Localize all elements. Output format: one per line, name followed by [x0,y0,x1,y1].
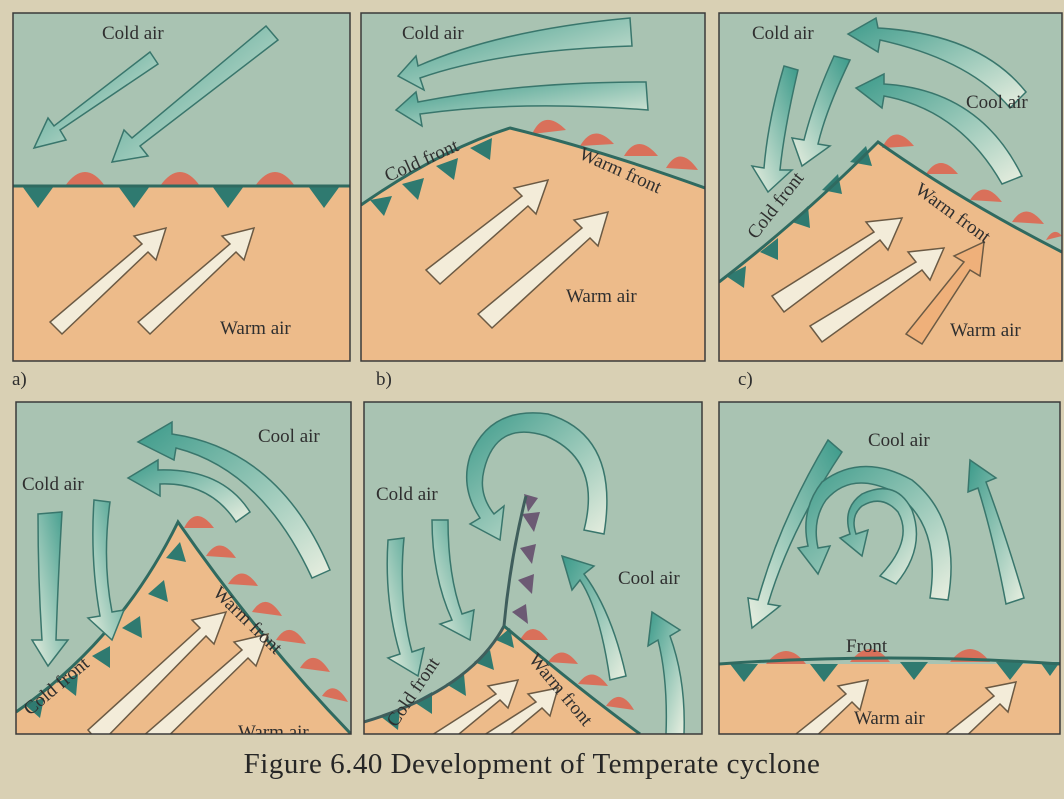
cold-air-label: Cold air [402,23,464,44]
warm-front-marker [532,119,698,170]
panel-a: Cold air Warm air [13,13,350,361]
panel-label: b) [376,369,392,390]
warm-air-arrow [48,226,168,336]
warm-front-marker [520,629,634,710]
warm-air-arrow [770,217,904,314]
cold-air-label: Cold air [22,474,84,495]
front-label: Front [846,636,888,657]
cool-air-label: Cool air [868,430,930,451]
warm-air-arrow [794,679,870,734]
cool-air-arrow [967,458,1025,605]
cool-air-arrow [136,420,331,579]
warm-air-arrow [144,632,270,734]
cold-air-arrow [86,499,126,642]
cool-air-arrow [854,72,1024,185]
cold-air-arrow [30,511,70,668]
cool-air-arrow [560,554,627,681]
cool-air-label: Cool air [258,426,320,447]
panel-c: Cold air Cool air Cold front Warm front … [719,13,1062,361]
cool-air-label: Cool air [966,92,1028,113]
cold-air-label: Cold air [752,23,814,44]
warm-air-arrow [904,240,985,346]
cold-air-arrow [110,24,280,163]
warm-air-arrow [484,687,560,734]
cold-front-marker [370,138,492,216]
warm-air-arrow [136,226,256,336]
warm-air-arrow [944,681,1018,734]
occluded-front-marker [512,494,540,624]
cold-front-marker [730,662,1060,682]
cool-air-arrow [838,487,918,585]
figure-caption: Figure 6.40 Development of Temperate cyc… [243,748,821,780]
warm-front-marker [766,649,990,664]
cool-air-label: Cool air [618,568,680,589]
warm-air-arrow [86,610,228,734]
warm-front-marker [184,516,348,702]
cold-air-arrow [431,519,475,642]
cold-air-arrow [396,17,633,92]
panel-f: Cool air Front Warm air [719,402,1060,734]
warm-air-arrow [476,210,610,330]
panel-e: Cold air Cool air Cold front Warm front [364,402,702,734]
warm-air-label: Warm air [854,708,925,729]
panel-d: Cool air Cold air Cold front Warm front … [16,402,351,743]
panel-label: c) [738,369,753,390]
warm-air-label: Warm air [950,320,1021,341]
warm-air-arrow [432,679,520,734]
cold-air-arrow [790,55,852,168]
warm-air-arrow [424,178,550,286]
cold-air-arrow [126,458,252,524]
cold-front-marker [380,628,514,730]
warm-air-label: Warm air [566,286,637,307]
warm-front-marker [65,172,295,186]
cold-air-arrow [386,537,426,678]
cold-air-arrow [846,16,1028,110]
warm-air-label: Warm air [220,318,291,339]
cold-air-arrow [465,412,608,542]
warm-air-arrow [808,247,946,344]
warm-front-marker [882,134,1062,240]
cool-air-arrow [647,610,685,734]
panel-b: Cold air Cold front Warm front Warm air [361,13,705,361]
panel-label: a) [12,369,27,390]
cold-air-arrow [750,65,799,194]
cold-air-arrow [394,81,649,128]
cold-air-arrow [32,50,160,150]
cold-air-label: Cold air [102,23,164,44]
cold-air-label: Cold air [376,484,438,505]
warm-air-label: Warm air [238,722,309,743]
cold-front-marker [24,542,186,718]
